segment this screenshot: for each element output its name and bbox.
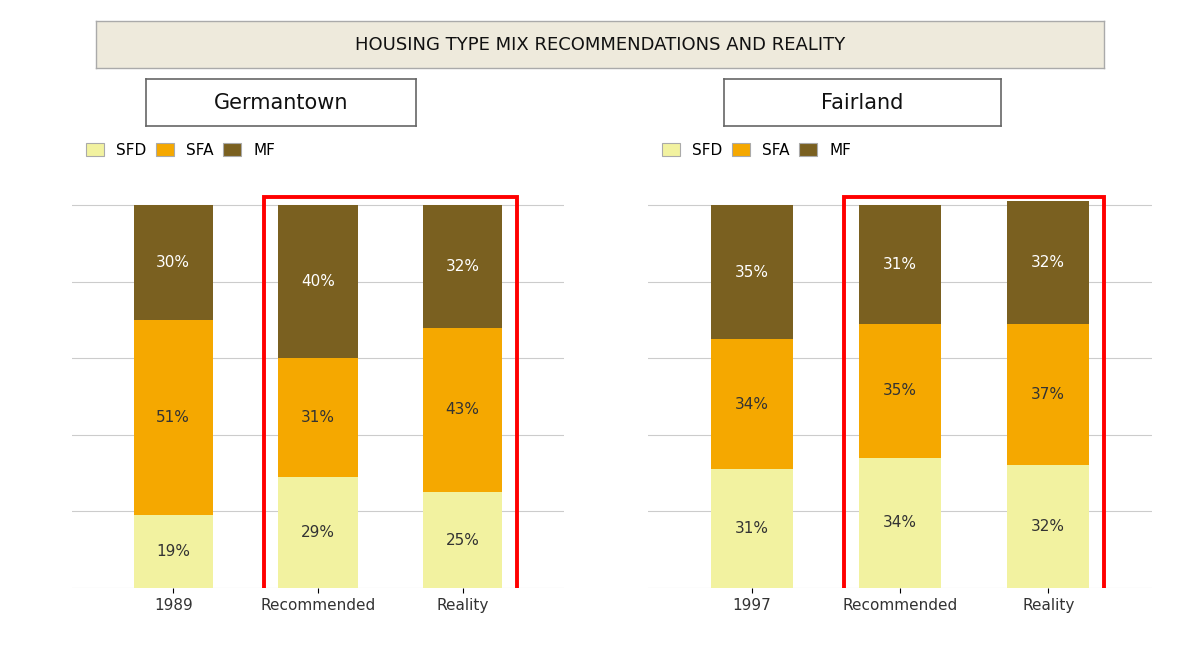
Text: 32%: 32% — [1031, 255, 1066, 270]
Bar — [859, 324, 941, 458]
Bar — [422, 205, 503, 328]
Bar — [1008, 201, 1090, 324]
Text: Fairland: Fairland — [821, 93, 904, 112]
Text: 51%: 51% — [156, 410, 191, 425]
Bar — [133, 320, 214, 515]
Bar — [1008, 324, 1090, 465]
Bar — [278, 358, 358, 477]
Bar — [422, 492, 503, 588]
Bar — [278, 477, 358, 588]
Text: 29%: 29% — [301, 525, 335, 540]
Bar — [859, 205, 941, 324]
Text: 34%: 34% — [883, 516, 917, 530]
Bar — [278, 205, 358, 358]
Bar — [859, 458, 941, 588]
Text: 19%: 19% — [156, 544, 191, 559]
Text: Germantown: Germantown — [214, 93, 348, 112]
Text: 37%: 37% — [1031, 387, 1066, 402]
Bar — [264, 198, 517, 596]
Text: 25%: 25% — [445, 532, 480, 548]
Bar — [845, 198, 1104, 596]
Text: 31%: 31% — [734, 521, 769, 536]
Bar — [133, 205, 214, 320]
Text: 40%: 40% — [301, 274, 335, 289]
Text: 32%: 32% — [1031, 519, 1066, 534]
Text: 43%: 43% — [445, 402, 480, 417]
Bar — [710, 339, 792, 469]
Text: 34%: 34% — [734, 397, 769, 412]
Bar — [1008, 465, 1090, 588]
Bar — [710, 205, 792, 339]
Bar — [133, 515, 214, 588]
Legend: SFD, SFA, MF: SFD, SFA, MF — [655, 136, 858, 164]
Bar — [710, 469, 792, 588]
Text: HOUSING TYPE MIX RECOMMENDATIONS AND REALITY: HOUSING TYPE MIX RECOMMENDATIONS AND REA… — [355, 36, 845, 54]
Text: 31%: 31% — [301, 410, 335, 425]
Text: 31%: 31% — [883, 257, 917, 272]
Text: 35%: 35% — [734, 265, 769, 280]
Bar — [422, 328, 503, 492]
Text: 32%: 32% — [445, 259, 480, 274]
Text: 30%: 30% — [156, 255, 191, 270]
Text: 35%: 35% — [883, 383, 917, 398]
Legend: SFD, SFA, MF: SFD, SFA, MF — [79, 136, 282, 164]
